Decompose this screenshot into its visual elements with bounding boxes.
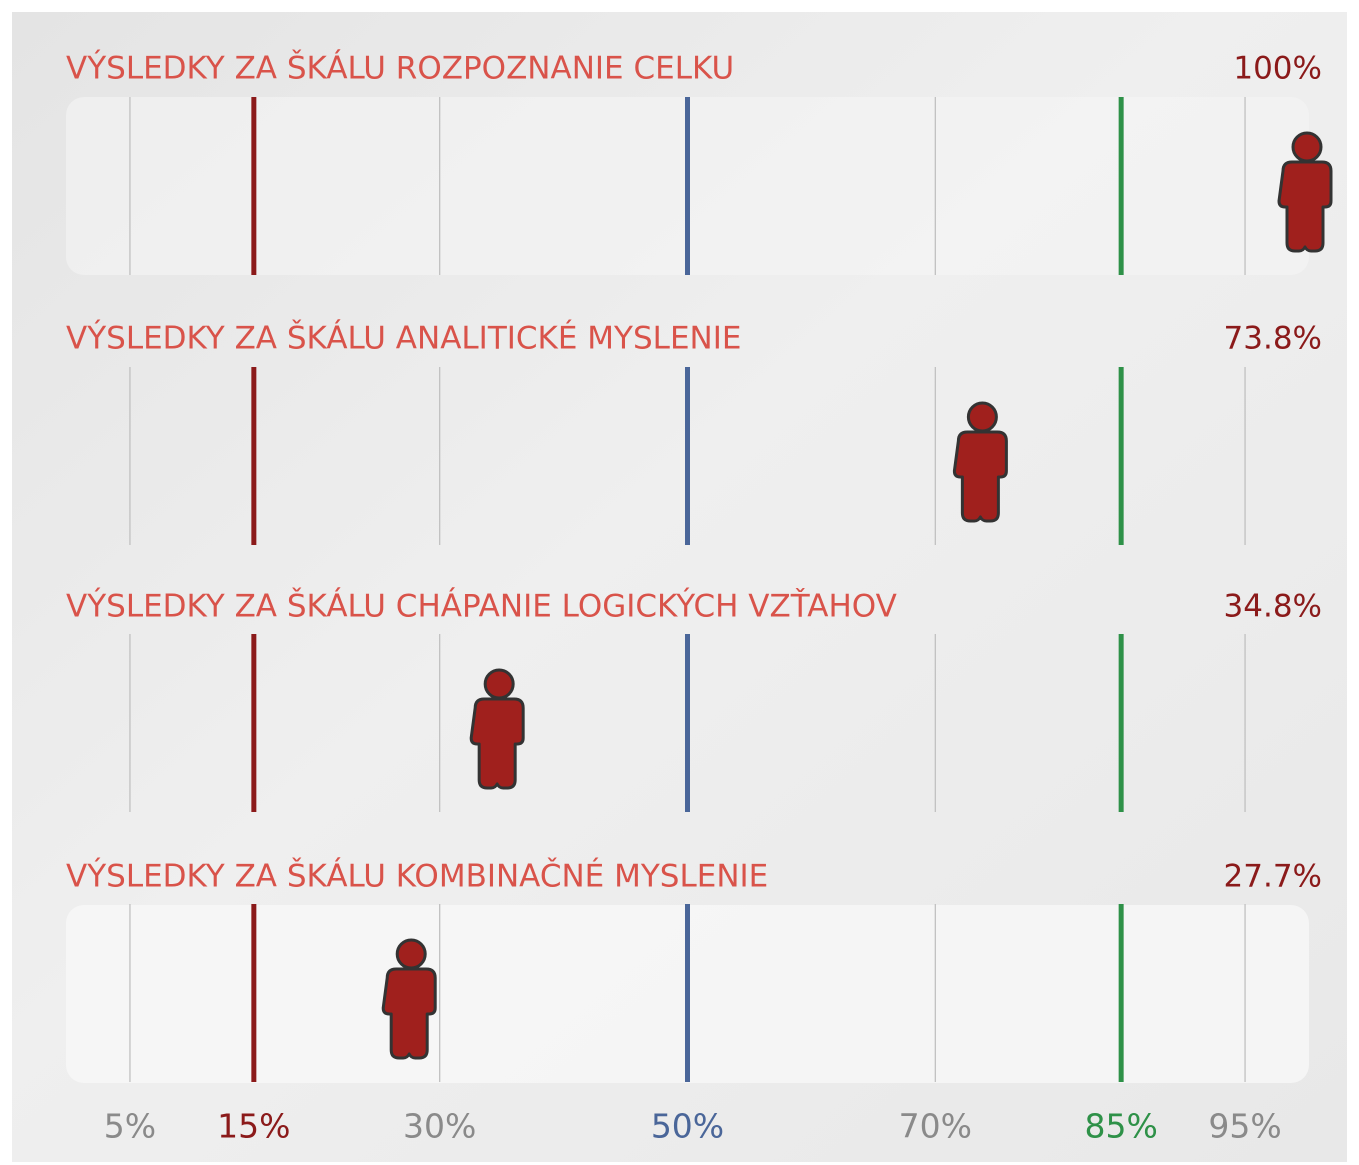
x-tick-label: 95% — [1208, 1107, 1281, 1146]
row-title: VÝSLEDKY ZA ŠKÁLU ANALITICKÉ MYSLENIE — [66, 320, 741, 357]
row-title: VÝSLEDKY ZA ŠKÁLU KOMBINAČNÉ MYSLENIE — [66, 858, 768, 895]
person-head — [1293, 133, 1321, 161]
x-tick-label: 30% — [403, 1107, 476, 1146]
person-head — [397, 940, 425, 968]
x-tick-label: 50% — [651, 1107, 724, 1146]
x-tick-label: 85% — [1084, 1107, 1157, 1146]
chart: VÝSLEDKY ZA ŠKÁLU ROZPOZNANIE CELKU 100% V… — [0, 0, 1359, 1165]
person-body — [471, 699, 523, 788]
value-label: 34.8% — [1224, 589, 1322, 625]
person-head — [968, 403, 996, 431]
value-label: 73.8% — [1224, 321, 1322, 357]
person-body — [383, 969, 435, 1058]
row-title: VÝSLEDKY ZA ŠKÁLU ROZPOZNANIE CELKU — [66, 50, 734, 87]
x-tick-label: 15% — [217, 1107, 290, 1146]
value-label: 27.7% — [1224, 859, 1322, 895]
person-body — [954, 432, 1006, 521]
value-label: 100% — [1233, 51, 1322, 87]
person-body — [1279, 162, 1331, 251]
page: VÝSLEDKY ZA ŠKÁLU ROZPOZNANIE CELKU 100% V… — [0, 0, 1359, 1165]
row-title: VÝSLEDKY ZA ŠKÁLU CHÁPANIE LOGICKÝCH VZŤ… — [66, 588, 897, 625]
person-head — [485, 670, 513, 698]
x-tick-label: 70% — [899, 1107, 972, 1146]
x-tick-label: 5% — [104, 1107, 156, 1146]
